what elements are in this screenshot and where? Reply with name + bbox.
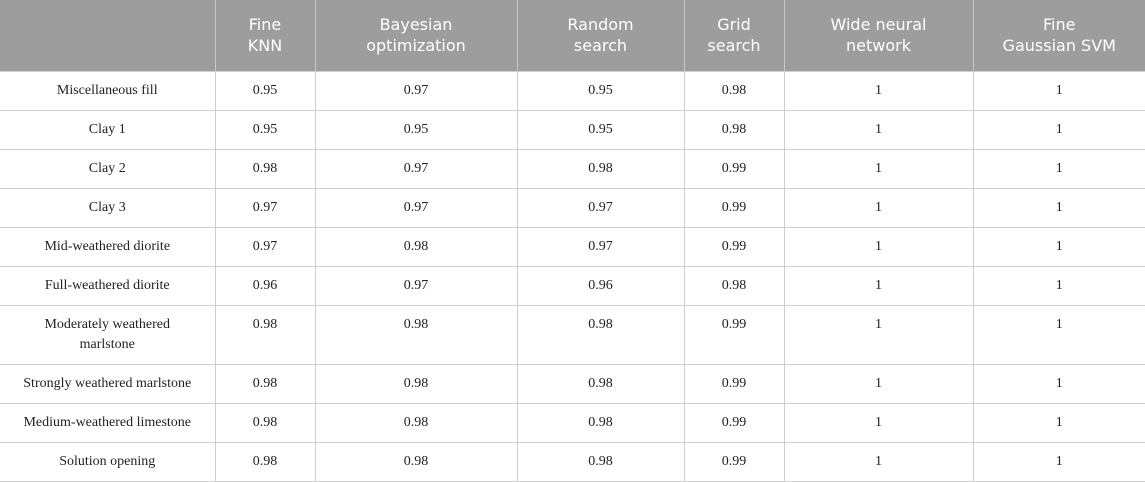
- value-cell: 0.95: [516, 70, 685, 111]
- value-cell: 1: [783, 265, 974, 306]
- value-cell: 0.96: [214, 265, 316, 306]
- column-header: Fine Gaussian SVM: [972, 0, 1145, 71]
- value-cell: 1: [972, 402, 1145, 443]
- value-cell: 0.99: [683, 148, 785, 189]
- value-cell: 0.98: [314, 226, 518, 267]
- value-cell: 1: [783, 304, 974, 365]
- row-label: Mid-weathered diorite: [0, 226, 216, 267]
- table-row: Moderately weathered marlstone 0.98 0.98 0.…: [0, 304, 1145, 365]
- value-cell: 1: [783, 109, 974, 150]
- value-cell: 0.98: [516, 441, 685, 482]
- column-header: Bayesian optimization: [314, 0, 517, 71]
- value-cell: 1: [783, 363, 974, 404]
- table-row: Clay 1 0.95 0.95 0.95 0.98 1 1: [0, 109, 1145, 150]
- table-row: Medium-weathered limestone 0.98 0.98 0.98 0.…: [0, 402, 1145, 443]
- value-cell: 0.99: [683, 441, 785, 482]
- value-cell: 1: [972, 70, 1145, 111]
- value-cell: 1: [972, 226, 1145, 267]
- value-cell: 0.99: [683, 402, 785, 443]
- value-cell: 1: [972, 148, 1145, 189]
- table-row: Solution opening 0.98 0.98 0.98 0.99 1 1: [0, 441, 1145, 482]
- value-cell: 1: [972, 265, 1145, 306]
- value-cell: 1: [783, 148, 974, 189]
- corner-cell: [0, 0, 215, 71]
- value-cell: 0.98: [214, 441, 316, 482]
- value-cell: 0.96: [516, 265, 685, 306]
- row-label: Full-weathered diorite: [0, 265, 216, 306]
- value-cell: 0.98: [683, 109, 785, 150]
- value-cell: 0.99: [683, 363, 785, 404]
- value-cell: 1: [783, 70, 974, 111]
- table-row: Clay 3 0.97 0.97 0.97 0.99 1 1: [0, 187, 1145, 228]
- value-cell: 0.98: [683, 70, 785, 111]
- value-cell: 0.98: [683, 265, 785, 306]
- value-cell: 0.98: [516, 402, 685, 443]
- value-cell: 0.95: [516, 109, 685, 150]
- value-cell: 0.98: [214, 148, 316, 189]
- column-header: Wide neural network: [783, 0, 973, 71]
- row-label: Clay 1: [0, 109, 216, 150]
- header-row: Fine KNN Bayesian optimization Random sear…: [0, 0, 1145, 71]
- value-cell: 1: [783, 187, 974, 228]
- value-cell: 1: [783, 402, 974, 443]
- value-cell: 1: [972, 441, 1145, 482]
- row-label: Moderately weathered marlstone: [0, 304, 216, 365]
- value-cell: 0.98: [516, 304, 685, 365]
- value-cell: 0.99: [683, 187, 785, 228]
- value-cell: 0.98: [314, 441, 518, 482]
- value-cell: 0.97: [314, 187, 518, 228]
- table-row: Full-weathered diorite 0.96 0.97 0.96 0.98 1 1: [0, 265, 1145, 306]
- value-cell: 1: [783, 441, 974, 482]
- value-cell: 1: [972, 109, 1145, 150]
- table-row: Miscellaneous fill 0.95 0.97 0.95 0.98 1 1: [0, 70, 1145, 111]
- value-cell: 0.98: [214, 363, 316, 404]
- value-cell: 0.97: [214, 187, 316, 228]
- value-cell: 0.97: [314, 70, 518, 111]
- value-cell: 0.99: [683, 226, 785, 267]
- value-cell: 0.98: [314, 304, 518, 365]
- column-header: Fine KNN: [214, 0, 315, 71]
- value-cell: 0.95: [214, 109, 316, 150]
- value-cell: 0.97: [214, 226, 316, 267]
- value-cell: 0.97: [516, 187, 685, 228]
- value-cell: 0.99: [683, 304, 785, 365]
- value-cell: 0.98: [314, 402, 518, 443]
- value-cell: 0.98: [314, 363, 518, 404]
- value-cell: 1: [783, 226, 974, 267]
- row-label: Solution opening: [0, 441, 216, 482]
- value-cell: 1: [972, 187, 1145, 228]
- value-cell: 0.95: [214, 70, 316, 111]
- value-cell: 0.98: [516, 363, 685, 404]
- column-header: Random search: [516, 0, 684, 71]
- row-label: Strongly weathered marlstone: [0, 363, 216, 404]
- value-cell: 0.98: [516, 148, 685, 189]
- row-label: Medium-weathered limestone: [0, 402, 216, 443]
- value-cell: 0.98: [214, 402, 316, 443]
- value-cell: 0.97: [314, 265, 518, 306]
- column-header: Grid search: [683, 0, 784, 71]
- value-cell: 0.97: [516, 226, 685, 267]
- row-label: Miscellaneous fill: [0, 70, 216, 111]
- row-label: Clay 3: [0, 187, 216, 228]
- table-row: Clay 2 0.98 0.97 0.98 0.99 1 1: [0, 148, 1145, 189]
- value-cell: 0.97: [314, 148, 518, 189]
- table-row: Mid-weathered diorite 0.97 0.98 0.97 0.99 1 1: [0, 226, 1145, 267]
- value-cell: 0.95: [314, 109, 518, 150]
- value-cell: 1: [972, 304, 1145, 365]
- value-cell: 1: [972, 363, 1145, 404]
- table-row: Strongly weathered marlstone 0.98 0.98 0.98…: [0, 363, 1145, 404]
- row-label: Clay 2: [0, 148, 216, 189]
- value-cell: 0.98: [214, 304, 316, 365]
